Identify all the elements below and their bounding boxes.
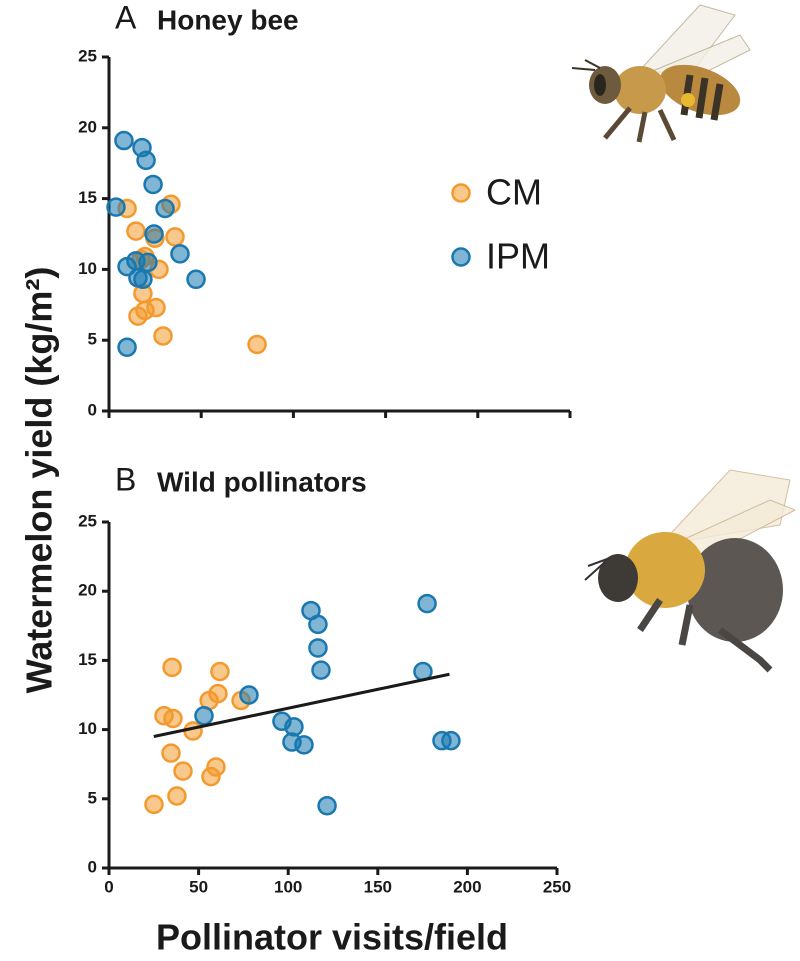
- legend-marker: [451, 183, 471, 203]
- y-tick-label: 5: [88, 330, 97, 349]
- legend-marker: [451, 247, 471, 267]
- y-tick-label: 15: [78, 188, 97, 207]
- x-tick-label: 150: [364, 877, 392, 896]
- data-point: [133, 269, 153, 290]
- bumble-bee-illustration: [584, 469, 797, 673]
- data-point: [126, 221, 146, 241]
- y-axis-label: Watermelon yield (kg/m²): [19, 267, 60, 694]
- x-axis-label: Pollinator visits/field: [156, 917, 508, 958]
- honey-bee-illustration: [571, 4, 751, 143]
- y-tick-label: 20: [78, 581, 97, 600]
- data-point: [308, 638, 328, 658]
- x-tick-label: 0: [104, 877, 113, 896]
- panel-label: B: [115, 461, 136, 497]
- y-tick-label: 0: [88, 857, 97, 876]
- data-point: [317, 795, 337, 816]
- data-point: [294, 735, 314, 755]
- data-point: [153, 326, 173, 346]
- data-point: [170, 244, 190, 264]
- data-point: [311, 660, 331, 680]
- data-point: [163, 708, 183, 729]
- data-point: [239, 685, 259, 705]
- trend-line: [153, 672, 450, 738]
- y-tick-label: 10: [78, 259, 97, 278]
- data-point: [167, 786, 187, 806]
- data-point: [136, 150, 156, 171]
- legend-label: IPM: [486, 236, 550, 277]
- y-tick-label: 25: [78, 46, 97, 65]
- legend-label: CM: [486, 172, 542, 213]
- x-tick-label: 50: [189, 877, 208, 896]
- data-point: [117, 337, 137, 358]
- y-tick-label: 20: [78, 117, 97, 136]
- data-point: [143, 174, 163, 195]
- panel-title: Honey bee: [157, 4, 299, 35]
- data-point: [144, 794, 164, 815]
- y-tick-label: 10: [78, 719, 97, 738]
- data-point: [144, 224, 164, 244]
- data-point: [194, 706, 214, 726]
- data-point: [128, 306, 148, 326]
- data-point: [441, 730, 461, 751]
- data-point: [155, 198, 175, 219]
- data-point: [210, 661, 230, 682]
- data-point: [106, 197, 126, 217]
- y-tick-label: 25: [78, 511, 97, 530]
- panel-title: Wild pollinators: [157, 466, 367, 497]
- data-point: [247, 334, 267, 355]
- data-point: [186, 269, 206, 290]
- data-point: [162, 657, 182, 678]
- y-tick-label: 5: [88, 788, 97, 807]
- data-point: [138, 252, 158, 273]
- data-point: [308, 614, 328, 635]
- panel-label: A: [115, 0, 137, 35]
- data-point: [165, 227, 185, 247]
- data-point: [173, 761, 193, 781]
- data-point: [417, 593, 437, 614]
- y-tick-label: 0: [88, 400, 97, 419]
- x-tick-label: 100: [274, 877, 302, 896]
- x-tick-label: 200: [453, 877, 481, 896]
- data-point: [201, 766, 221, 787]
- data-point: [161, 743, 181, 763]
- data-point: [114, 130, 134, 151]
- x-tick-label: 250: [543, 877, 571, 896]
- y-tick-label: 15: [78, 650, 97, 669]
